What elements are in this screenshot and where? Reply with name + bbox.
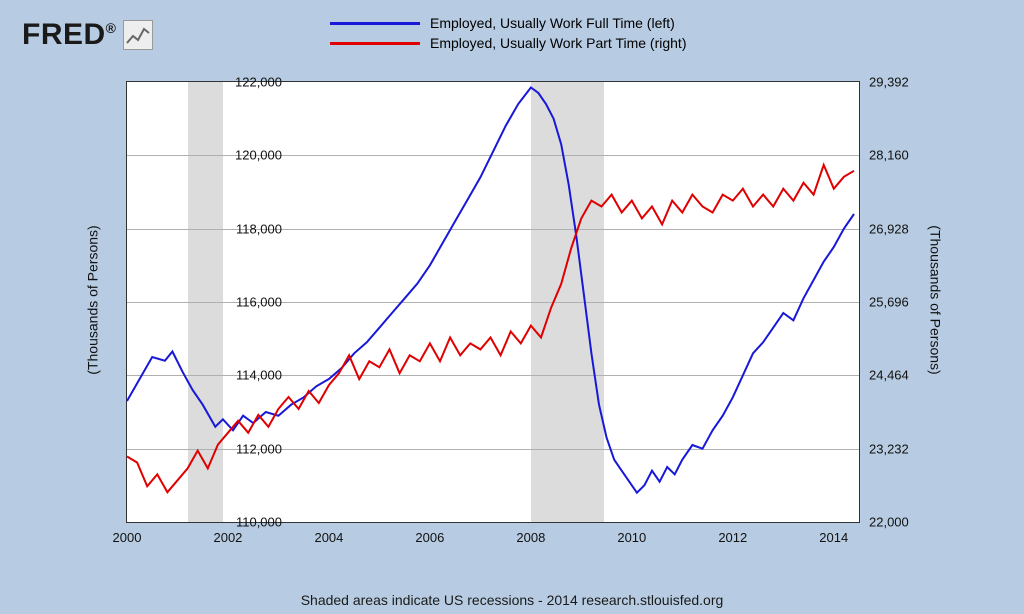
y-tick-right: 26,928 — [869, 221, 909, 236]
footnote: Shaded areas indicate US recessions - 20… — [0, 592, 1024, 608]
legend-label: Employed, Usually Work Full Time (left) — [430, 14, 675, 32]
y-tick-right: 25,696 — [869, 295, 909, 310]
y-tick-right: 28,160 — [869, 148, 909, 163]
y-tick-left: 110,000 — [236, 515, 282, 530]
legend-label: Employed, Usually Work Part Time (right) — [430, 34, 686, 52]
y-tick-left: 122,000 — [235, 75, 282, 90]
x-tick: 2002 — [213, 530, 242, 545]
y-axis-left-label: (Thousands of Persons) — [85, 225, 101, 374]
fred-logo: FRED® — [22, 18, 153, 52]
legend-item-fulltime: Employed, Usually Work Full Time (left) — [330, 14, 686, 32]
x-tick: 2006 — [415, 530, 444, 545]
x-tick: 2008 — [516, 530, 545, 545]
y-tick-right: 29,392 — [869, 75, 909, 90]
y-tick-right: 23,232 — [869, 441, 909, 456]
y-tick-left: 116,000 — [236, 295, 282, 310]
x-tick: 2004 — [314, 530, 343, 545]
legend: Employed, Usually Work Full Time (left) … — [330, 12, 686, 54]
y-tick-left: 120,000 — [235, 148, 282, 163]
x-tick: 2014 — [819, 530, 848, 545]
x-tick: 2012 — [718, 530, 747, 545]
legend-item-parttime: Employed, Usually Work Part Time (right) — [330, 34, 686, 52]
y-tick-left: 114,000 — [236, 368, 282, 383]
y-tick-right: 22,000 — [869, 515, 909, 530]
y-tick-left: 112,000 — [236, 441, 282, 456]
logo-text: FRED® — [22, 18, 117, 52]
x-tick: 2010 — [617, 530, 646, 545]
y-axis-right-label: (Thousands of Persons) — [927, 225, 943, 374]
legend-swatch — [330, 42, 420, 45]
x-tick: 2000 — [113, 530, 142, 545]
legend-swatch — [330, 22, 420, 25]
y-tick-right: 24,464 — [869, 368, 909, 383]
logo-icon — [123, 20, 153, 50]
y-tick-left: 118,000 — [236, 221, 282, 236]
